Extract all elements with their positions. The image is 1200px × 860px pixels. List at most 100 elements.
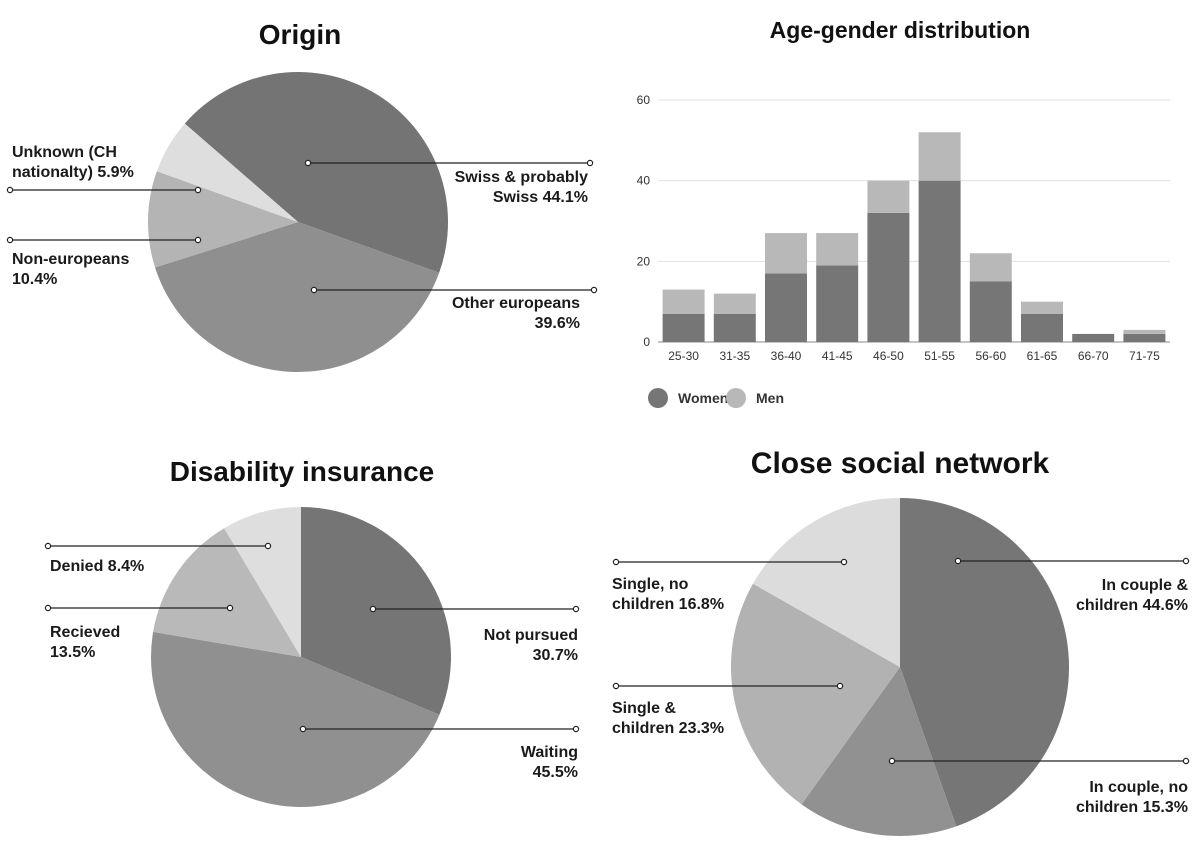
bar-segment [969, 253, 1012, 282]
bar-segment [662, 289, 705, 314]
bar-segment [816, 233, 859, 266]
leader-dot [954, 557, 962, 565]
bar-segment [816, 265, 859, 342]
leader-dot [299, 725, 307, 733]
bar-segment [765, 233, 807, 274]
label-line: 30.7% [533, 647, 578, 664]
leader-dot [1182, 557, 1190, 565]
leader-dot [310, 286, 318, 294]
x-tick-label: 36-40 [771, 349, 802, 363]
bar-segment [1072, 333, 1115, 342]
x-tick-label: 66-70 [1078, 349, 1109, 363]
legend-label: Men [756, 390, 784, 406]
pie-slice [801, 667, 957, 837]
bar-segment [867, 180, 910, 213]
label-line: children 23.3% [612, 720, 724, 737]
bar-segment [1021, 301, 1063, 314]
origin-pie-chart: Origin Swiss & probably Swiss 44.1% Other e… [6, 19, 598, 373]
pie-slice [156, 123, 298, 222]
slice-label: Not pursued 30.7% [484, 627, 578, 664]
pie-slice [151, 631, 440, 807]
bar-segment [765, 273, 807, 342]
slice-label: Other europeans 39.6% [452, 295, 580, 332]
slice-label: In couple & children 44.6% [1076, 577, 1188, 614]
slice-label: Waiting 45.5% [521, 744, 578, 781]
label-line: children 15.3% [1076, 799, 1188, 816]
x-tick-label: 25-30 [668, 349, 699, 363]
bar-segment [1021, 313, 1063, 342]
leader-dot [888, 757, 896, 765]
slice-label: Denied 8.4% [50, 558, 144, 575]
label-line: Denied 8.4% [50, 558, 144, 575]
leader-dot [226, 604, 234, 612]
label-line: Swiss 44.1% [493, 189, 588, 206]
label-line: Single & [612, 700, 676, 717]
leader-dot [6, 236, 14, 244]
pie-slice [184, 71, 449, 273]
leader-dot [194, 186, 202, 194]
bar-segment [1123, 333, 1166, 342]
label-line: Non-europeans [12, 251, 129, 268]
leader-dot [369, 605, 377, 613]
chart-title: Disability insurance [170, 456, 435, 487]
pie-slice [155, 222, 440, 373]
label-line: Recieved [50, 624, 120, 641]
leader-dot [840, 558, 848, 566]
x-tick-label: 61-65 [1027, 349, 1058, 363]
slice-label: Unknown (CH nationalty) 5.9% [12, 144, 134, 181]
leader-dot [612, 682, 620, 690]
bar-segment [867, 212, 910, 342]
leader-dot [586, 159, 594, 167]
leader-dot [44, 542, 52, 550]
bar-segment [969, 281, 1012, 342]
x-tick-label: 31-35 [719, 349, 750, 363]
legend-label: Women [678, 390, 728, 406]
y-tick-label: 0 [643, 335, 650, 349]
slice-label: Single & children 23.3% [612, 700, 724, 737]
chart-title: Origin [259, 19, 341, 50]
label-line: Unknown (CH [12, 144, 117, 161]
label-line: In couple, no [1089, 779, 1188, 796]
x-tick-label: 71-75 [1129, 349, 1160, 363]
leader-dot [572, 605, 580, 613]
leader-dot [572, 725, 580, 733]
bar-segment [918, 132, 961, 181]
x-tick-label: 41-45 [822, 349, 853, 363]
slice-label: Non-europeans 10.4% [12, 251, 129, 288]
label-line: children 44.6% [1076, 597, 1188, 614]
label-line: In couple & [1102, 577, 1189, 594]
x-tick-label: 51-55 [924, 349, 955, 363]
bar-segment [713, 313, 756, 342]
pie-slice [752, 498, 900, 667]
bar-segment [918, 180, 961, 342]
chart-title: Age-gender distribution [770, 17, 1031, 43]
label-line: Waiting [521, 744, 578, 761]
label-line: children 16.8% [612, 596, 724, 613]
bar-segment [662, 313, 705, 342]
pie-slice [900, 498, 1070, 827]
label-line: 13.5% [50, 644, 95, 661]
slice-label: Recieved 13.5% [50, 624, 120, 661]
leader-dot [44, 604, 52, 612]
close-social-network-pie-chart: Close social network In couple & children … [612, 447, 1190, 837]
legend-marker [648, 388, 668, 408]
leader-dot [194, 236, 202, 244]
y-tick-label: 60 [637, 93, 651, 107]
pie-slice [147, 171, 298, 268]
label-line: 10.4% [12, 271, 57, 288]
bar-segment [1123, 329, 1166, 334]
leader-dot [6, 186, 14, 194]
disability-insurance-pie-chart: Disability insurance Not pursued 30.7% Wait… [44, 456, 580, 807]
pie-slice [153, 528, 301, 657]
label-line: Swiss & probably [455, 169, 588, 186]
y-tick-label: 40 [637, 174, 651, 188]
age-gender-bar-chart: Age-gender distribution 0 20 40 60 25-30 31-35… [637, 17, 1170, 408]
slice-label: Single, no children 16.8% [612, 576, 724, 613]
bar-segment [713, 293, 756, 314]
leader-dot [304, 159, 312, 167]
leader-dot [590, 286, 598, 294]
leader-dot [836, 682, 844, 690]
label-line: Single, no [612, 576, 689, 593]
pie-slice [224, 507, 301, 657]
